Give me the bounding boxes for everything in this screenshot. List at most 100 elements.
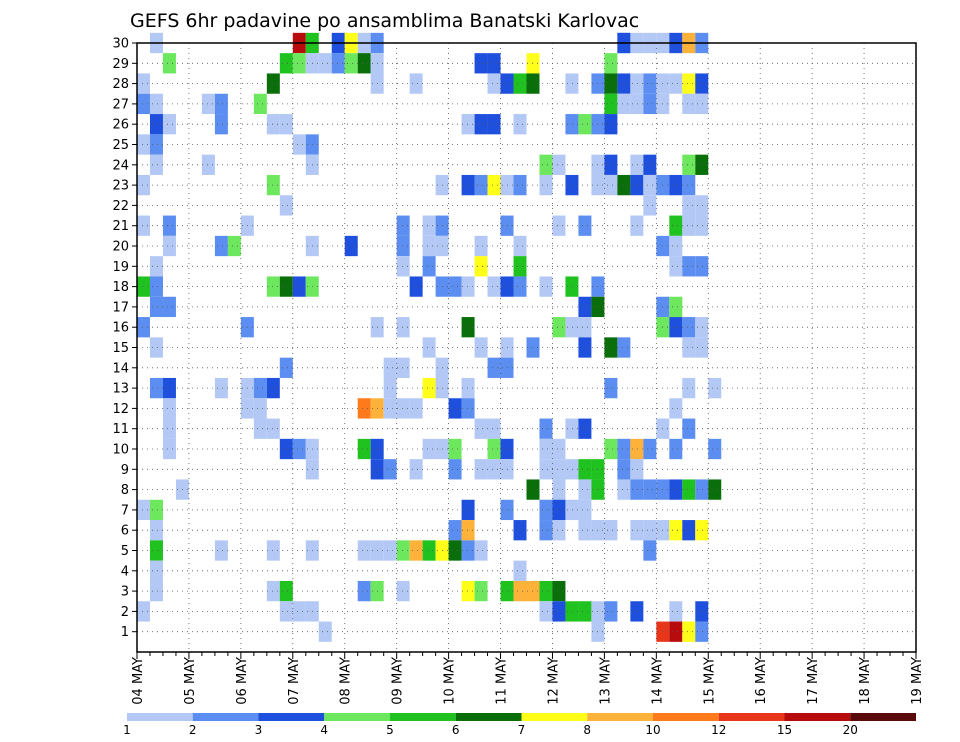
data-cell: [162, 418, 176, 439]
data-cell: [539, 601, 553, 622]
data-cell: [604, 520, 618, 541]
data-cell: [461, 276, 475, 297]
data-cell: [383, 377, 397, 399]
data-cell: [396, 540, 410, 561]
data-cell: [539, 154, 553, 175]
y-tick-label: 18: [112, 280, 129, 295]
data-cell: [539, 174, 553, 196]
y-tick-label: 10: [112, 443, 129, 458]
y-tick-label: 30: [112, 37, 129, 52]
data-cell: [292, 276, 306, 297]
data-cell: [578, 499, 592, 521]
data-cell: [149, 93, 163, 115]
data-cell: [253, 377, 267, 399]
data-cell: [617, 479, 631, 500]
y-tick-label: 27: [112, 97, 129, 112]
data-cell: [643, 174, 657, 196]
data-cell: [630, 93, 644, 115]
data-cell: [578, 296, 592, 318]
data-cell: [162, 114, 176, 135]
data-cell: [357, 540, 371, 561]
data-cell: [344, 235, 358, 257]
data-cell: [461, 580, 475, 602]
data-cell: [137, 73, 150, 94]
y-tick-label: 21: [112, 219, 129, 234]
data-cell: [292, 601, 306, 622]
colorbar-label: 3: [255, 723, 263, 737]
data-cell: [279, 114, 293, 135]
data-cell: [643, 540, 657, 561]
data-cell: [565, 459, 579, 480]
data-cell: [565, 499, 579, 521]
y-tick-label: 5: [121, 544, 129, 559]
data-cell: [565, 601, 579, 622]
data-cell: [669, 317, 683, 338]
data-cell: [396, 398, 410, 419]
y-tick-label: 28: [112, 77, 129, 92]
y-tick-label: 19: [112, 260, 129, 275]
y-tick-label: 26: [112, 118, 129, 133]
data-cell: [214, 235, 228, 257]
data-cell: [162, 53, 176, 74]
data-cell: [149, 377, 163, 399]
y-tick-label: 9: [121, 463, 129, 478]
data-cell: [513, 114, 527, 135]
colorbar-swatch: [784, 713, 851, 721]
data-cell: [565, 174, 579, 196]
data-cell: [604, 438, 618, 460]
data-cell: [682, 154, 696, 175]
x-axis: 04 MAY 05 MAY 06 MAY 07 MAY 08 MAY 09 MAY 10 M…: [131, 652, 925, 705]
data-cell: [643, 195, 657, 216]
colorbar-label: 10: [645, 723, 660, 737]
colorbar-label: 1: [123, 723, 131, 737]
data-cell: [682, 621, 696, 642]
data-cell: [695, 520, 709, 541]
data-cell: [552, 520, 566, 541]
data-cell: [617, 459, 631, 480]
data-cell: [448, 459, 462, 480]
data-cell: [669, 73, 683, 94]
y-tick-label: 11: [112, 422, 129, 437]
data-cell: [487, 53, 501, 74]
data-cell: [630, 174, 644, 196]
data-cell: [253, 398, 267, 419]
data-cell: [669, 479, 683, 500]
data-cell: [695, 215, 709, 236]
y-tick-label: 13: [112, 382, 129, 397]
data-cell: [578, 459, 592, 480]
cells-layer: [137, 32, 722, 642]
data-cell: [513, 256, 527, 277]
colorbar-swatch: [324, 713, 390, 721]
data-cell: [409, 73, 423, 94]
data-cell: [149, 296, 163, 318]
data-cell: [552, 215, 566, 236]
data-cell: [565, 276, 579, 297]
data-cell: [409, 459, 423, 480]
y-axis: 1234567891011121314151617181920212223242…: [112, 37, 137, 640]
data-cell: [708, 377, 722, 399]
data-cell: [682, 520, 696, 541]
data-cell: [279, 580, 293, 602]
x-tick-label: 15 MAY: [702, 657, 717, 705]
data-cell: [487, 114, 501, 135]
y-tick-label: 22: [112, 199, 129, 214]
data-cell: [539, 418, 553, 439]
data-cell: [383, 459, 397, 480]
data-cell: [682, 73, 696, 94]
x-tick-label: 12 MAY: [546, 657, 561, 705]
data-cell: [617, 93, 631, 115]
data-cell: [422, 215, 436, 236]
data-cell: [253, 93, 267, 115]
data-cell: [149, 154, 163, 175]
data-cell: [292, 134, 306, 155]
colorbar-label: 6: [452, 723, 460, 737]
data-cell: [539, 499, 553, 521]
data-cell: [383, 357, 397, 378]
data-cell: [578, 337, 592, 358]
data-cell: [552, 438, 566, 460]
data-cell: [695, 195, 709, 216]
data-cell: [266, 377, 280, 399]
data-cell: [137, 601, 150, 622]
x-tick-label: 04 MAY: [131, 657, 146, 705]
x-tick-label: 18 MAY: [858, 657, 873, 705]
